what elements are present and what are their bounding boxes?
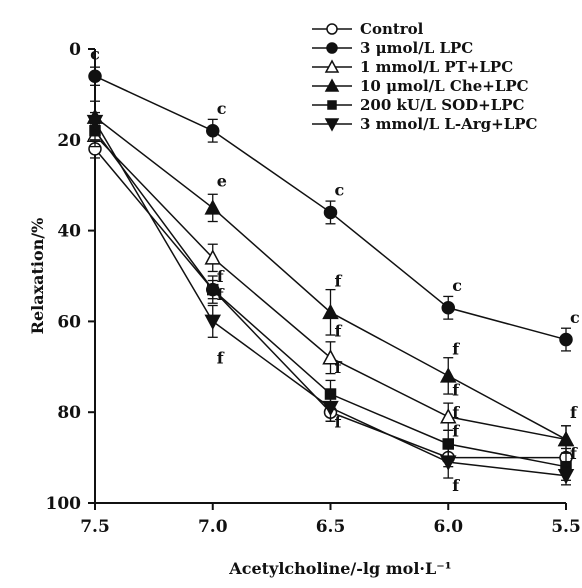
y-tick-label: 40 xyxy=(57,222,81,242)
x-tick-label: 6.0 xyxy=(433,517,463,537)
data-point xyxy=(324,59,340,73)
significance-letter: f xyxy=(217,349,225,368)
y-axis-title: Relaxation/% xyxy=(28,218,47,335)
significance-letter: f xyxy=(570,444,578,463)
significance-letter: f xyxy=(335,412,343,431)
legend-label: 1 mmol/L PT+LPC xyxy=(360,58,513,76)
y-tick-label: 0 xyxy=(69,40,81,60)
x-tick-label: 7.0 xyxy=(198,517,228,537)
significance-letter: c xyxy=(90,45,100,64)
data-point xyxy=(86,114,104,131)
y-tick-label: 20 xyxy=(57,131,81,151)
data-point xyxy=(441,301,455,315)
significance-letter: f xyxy=(570,403,578,422)
significance-letter: c xyxy=(335,181,345,200)
data-point xyxy=(557,430,575,447)
data-point xyxy=(557,469,575,485)
data-point xyxy=(559,332,573,347)
data-point xyxy=(326,23,338,35)
series xyxy=(86,123,575,454)
data-point xyxy=(88,69,102,83)
y-tick-label: 100 xyxy=(46,494,82,514)
significance-letter: f xyxy=(335,358,343,377)
series xyxy=(86,100,575,454)
legend-label: 10 μmol/L Che+LPC xyxy=(360,77,529,95)
x-axis-ticks: 7.5 7.0 6.5 6.0 5.5 xyxy=(80,503,581,537)
y-tick-label: 80 xyxy=(57,403,81,423)
data-point xyxy=(439,408,457,424)
significance-letter: f xyxy=(452,340,460,359)
legend-item: 3 μmol/L LPC xyxy=(312,39,473,57)
legend-label: 3 μmol/L LPC xyxy=(360,39,473,57)
x-tick-label: 6.5 xyxy=(316,517,346,537)
significance-letter: f xyxy=(217,267,225,286)
significance-letter: f xyxy=(335,321,343,340)
significance-letter: c xyxy=(452,276,462,295)
x-axis-title: Acetylcholine/-lg mol·L⁻¹ xyxy=(228,559,451,578)
series xyxy=(86,111,575,486)
significance-letter: c xyxy=(217,99,227,118)
data-point xyxy=(439,367,457,383)
y-axis-ticks: 0 20 40 60 80 100 xyxy=(46,40,95,514)
significance-letter: f xyxy=(452,421,460,440)
legend-item: 3 mmol/L L-Arg+LPC xyxy=(312,115,538,133)
data-point xyxy=(204,249,222,265)
significance-letter: c xyxy=(570,308,580,327)
series xyxy=(88,66,573,352)
data-point xyxy=(322,400,339,417)
y-tick-label: 60 xyxy=(57,312,81,332)
significance-letter: f xyxy=(217,285,225,304)
series-group xyxy=(86,66,575,486)
significance-letter: f xyxy=(335,272,343,291)
data-point xyxy=(326,42,338,54)
data-point xyxy=(323,205,338,220)
x-tick-label: 7.5 xyxy=(80,517,110,537)
data-point xyxy=(439,455,457,471)
x-tick-label: 5.5 xyxy=(551,517,581,537)
data-point xyxy=(322,303,339,320)
significance-letter: e xyxy=(217,172,227,191)
legend-label: 3 mmol/L L-Arg+LPC xyxy=(360,115,538,133)
data-point xyxy=(324,118,340,132)
legend-item: Control xyxy=(312,20,424,38)
data-point xyxy=(322,349,339,365)
significance-letter: f xyxy=(452,381,460,400)
significance-letter: f xyxy=(452,476,460,495)
significance-letter: f xyxy=(452,403,460,422)
data-point xyxy=(324,78,340,92)
data-point xyxy=(204,199,222,215)
legend-item: 200 kU/L SOD+LPC xyxy=(312,96,525,114)
data-point xyxy=(206,123,220,138)
legend-item: 10 μmol/L Che+LPC xyxy=(312,77,529,95)
legend-label: 200 kU/L SOD+LPC xyxy=(360,96,525,114)
data-point xyxy=(204,314,222,330)
data-point xyxy=(327,100,337,110)
legend-label: Control xyxy=(360,20,424,38)
legend-item: 1 mmol/L PT+LPC xyxy=(312,58,513,76)
data-point xyxy=(207,283,219,296)
